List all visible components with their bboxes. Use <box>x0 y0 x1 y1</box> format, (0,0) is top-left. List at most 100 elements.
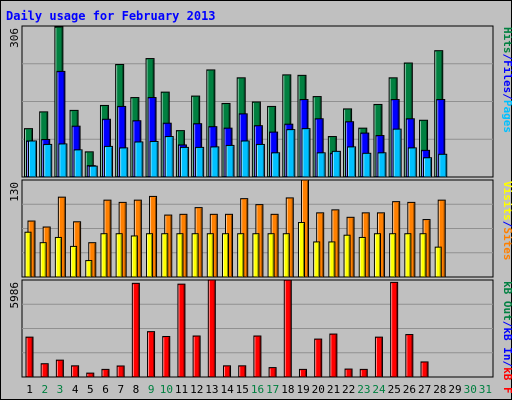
bar-kbytes-day-16 <box>253 335 262 378</box>
bar-visits-day-13 <box>206 233 214 278</box>
chart-title: Daily usage for February 2013 <box>6 9 216 23</box>
bar-kbytes-day-12 <box>192 335 201 378</box>
bar-pages-day-27 <box>423 157 433 178</box>
x-tick-label: 14 <box>220 383 234 396</box>
x-tick-label: 6 <box>102 383 109 396</box>
y-max-label: 130 <box>8 182 21 202</box>
x-tick-label: 20 <box>312 383 325 396</box>
bar-pages-day-16 <box>255 143 265 178</box>
bar-pages-day-25 <box>392 128 402 178</box>
bar-pages-day-23 <box>362 152 372 178</box>
x-tick-label: 10 <box>160 383 173 396</box>
bar-visits-day-27 <box>419 233 427 278</box>
bar-pages-day-8 <box>134 141 144 178</box>
bar-kbytes-day-25 <box>390 281 399 378</box>
axis-label-part: / <box>501 54 512 61</box>
x-tick-label: 30 <box>464 383 477 396</box>
bar-visits-day-2 <box>39 242 47 278</box>
bar-kbytes-day-27 <box>420 361 429 378</box>
x-tick-label: 27 <box>418 383 431 396</box>
y-max-label: 5986 <box>8 282 21 309</box>
bar-pages-day-24 <box>377 152 387 178</box>
axis-label-part: / <box>501 321 512 328</box>
bar-kbytes-day-2 <box>40 363 49 378</box>
bar-pages-day-14 <box>225 144 235 178</box>
bar-pages-day-1 <box>28 140 37 178</box>
bar-pages-day-19 <box>301 128 311 178</box>
bar-pages-day-17 <box>271 152 281 178</box>
x-tick-label: 23 <box>357 383 370 396</box>
bar-kbytes-day-18 <box>283 279 292 378</box>
bar-visits-day-3 <box>54 236 62 278</box>
bar-visits-day-17 <box>267 233 275 278</box>
bar-visits-day-11 <box>176 233 184 278</box>
bar-visits-day-4 <box>70 245 78 278</box>
axis-label-part: Visits <box>501 181 512 221</box>
bar-kbytes-day-13 <box>207 279 216 378</box>
x-tick-label: 19 <box>296 383 309 396</box>
bar-kbytes-day-15 <box>238 365 247 378</box>
bar-visits-day-7 <box>115 233 123 278</box>
bar-pages-day-13 <box>210 146 220 178</box>
bar-kbytes-day-7 <box>116 365 125 378</box>
bar-visits-day-19 <box>297 222 305 278</box>
axis-label-part: Files <box>501 60 512 93</box>
bar-kbytes-day-8 <box>131 282 140 378</box>
bar-pages-day-4 <box>73 149 83 178</box>
bar-visits-day-24 <box>373 233 381 278</box>
bar-kbytes-day-26 <box>405 334 414 378</box>
bar-pages-day-26 <box>407 147 417 178</box>
bar-kbytes-day-17 <box>268 367 277 378</box>
bar-kbytes-day-10 <box>162 335 171 378</box>
x-tick-label: 7 <box>117 383 124 396</box>
bar-kbytes-day-3 <box>55 359 64 378</box>
x-tick-label: 4 <box>72 383 79 396</box>
bar-pages-day-22 <box>347 146 357 178</box>
bar-kbytes-day-19 <box>298 368 307 378</box>
bar-pages-day-9 <box>149 140 159 178</box>
bar-pages-day-10 <box>164 136 174 178</box>
bar-visits-day-5 <box>85 260 93 278</box>
axis-label-part: kB In <box>501 327 512 360</box>
bar-pages-day-20 <box>316 152 326 178</box>
bar-visits-day-16 <box>252 233 260 278</box>
bar-kbytes-day-14 <box>223 365 232 378</box>
axis-label-part: kB Out <box>501 281 512 321</box>
bar-kbytes-day-6 <box>101 368 110 378</box>
x-tick-label: 13 <box>205 383 218 396</box>
x-tick-label: 9 <box>148 383 155 396</box>
x-tick-label: 1 <box>26 383 33 396</box>
x-tick-label: 3 <box>57 383 64 396</box>
bar-kbytes-day-21 <box>329 333 338 378</box>
x-tick-label: 29 <box>448 383 461 396</box>
bar-visits-day-10 <box>161 233 169 278</box>
bar-pages-day-12 <box>195 146 205 178</box>
bar-visits-day-1 <box>24 231 32 278</box>
bar-kbytes-day-4 <box>71 365 80 378</box>
bar-pages-day-11 <box>179 146 189 178</box>
axis-label-part: Hits <box>501 27 512 54</box>
bar-visits-day-20 <box>313 241 321 278</box>
bar-pages-day-15 <box>240 140 250 178</box>
x-tick-label: 16 <box>251 383 264 396</box>
bar-visits-day-9 <box>146 233 154 278</box>
x-tick-label: 28 <box>433 383 446 396</box>
axis-label-part: / <box>501 93 512 100</box>
x-tick-label: 17 <box>266 383 279 396</box>
y-max-label: 306 <box>8 28 21 48</box>
axis-label-visits-sites: Visits/Sites <box>501 181 512 261</box>
x-tick-label: 2 <box>41 383 48 396</box>
bar-pages-day-2 <box>43 143 53 178</box>
bar-kbytes-day-20 <box>314 338 323 378</box>
axis-label-part: / <box>501 361 512 368</box>
bar-visits-day-14 <box>222 233 230 278</box>
bar-kbytes-day-24 <box>374 336 383 378</box>
bar-pages-day-6 <box>103 145 113 178</box>
bar-kbytes-day-11 <box>177 283 186 378</box>
bar-kbytes-day-23 <box>359 368 368 378</box>
x-tick-label: 12 <box>190 383 203 396</box>
bar-pages-day-3 <box>58 143 68 178</box>
x-tick-label: 31 <box>479 383 492 396</box>
x-tick-label: 21 <box>327 383 340 396</box>
